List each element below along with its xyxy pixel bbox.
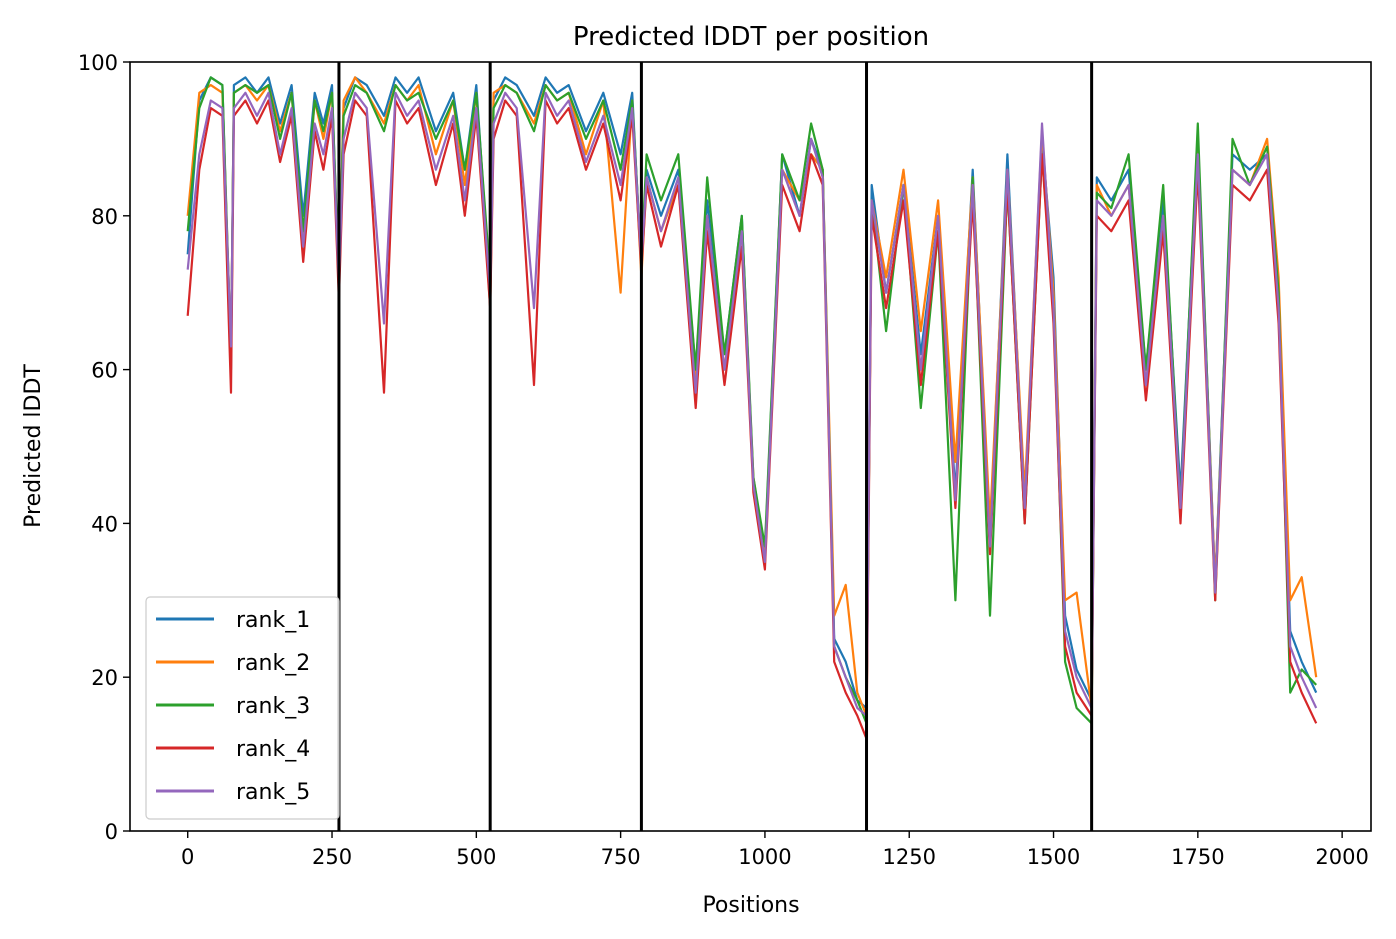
x-tick-label: 1250 — [883, 845, 936, 869]
y-tick-label: 80 — [91, 205, 118, 229]
y-axis: 0 20 40 60 80 100 — [78, 51, 130, 844]
y-tick-label: 40 — [91, 512, 118, 536]
x-tick-label: 500 — [456, 845, 496, 869]
x-tick-label: 1750 — [1171, 845, 1224, 869]
x-tick-label: 750 — [601, 845, 641, 869]
y-tick-label: 20 — [91, 666, 118, 690]
x-axis: 0 250 500 750 1000 1250 1500 1750 2000 — [181, 831, 1369, 869]
legend-label-rank-2: rank_2 — [236, 651, 310, 676]
legend-label-rank-3: rank_3 — [236, 694, 310, 719]
legend-label-rank-1: rank_1 — [236, 608, 310, 633]
x-axis-label: Positions — [702, 893, 799, 918]
plot-series — [186, 76, 1318, 740]
x-tick-label: 250 — [312, 845, 352, 869]
series-line-rank-5 — [186, 91, 1318, 717]
x-tick-label: 2000 — [1315, 845, 1368, 869]
legend-label-rank-4: rank_4 — [236, 737, 310, 762]
chart-title: Predicted lDDT per position — [573, 22, 929, 52]
x-tick-label: 1500 — [1027, 845, 1080, 869]
y-axis-label: Predicted lDDT — [21, 364, 46, 528]
y-tick-label: 60 — [91, 359, 118, 383]
x-tick-label: 0 — [181, 845, 194, 869]
legend-box — [145, 596, 340, 820]
y-tick-label: 0 — [105, 820, 118, 844]
plot-frame — [129, 61, 1372, 832]
x-tick-label: 1000 — [738, 845, 791, 869]
y-tick-label: 100 — [78, 51, 118, 75]
legend: rank_1 rank_2 rank_3 rank_4 rank_5 — [145, 596, 340, 820]
legend-label-rank-5: rank_5 — [236, 780, 310, 805]
